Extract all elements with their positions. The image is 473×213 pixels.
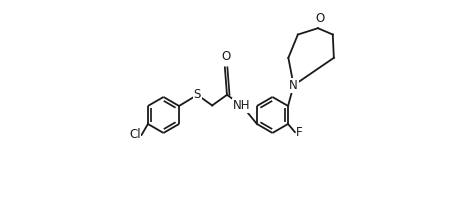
Text: NH: NH bbox=[233, 99, 251, 112]
Text: N: N bbox=[289, 79, 298, 92]
Text: Cl: Cl bbox=[129, 128, 140, 141]
Text: F: F bbox=[296, 125, 303, 139]
Text: O: O bbox=[221, 50, 231, 63]
Text: O: O bbox=[315, 12, 324, 25]
Text: S: S bbox=[193, 88, 201, 101]
